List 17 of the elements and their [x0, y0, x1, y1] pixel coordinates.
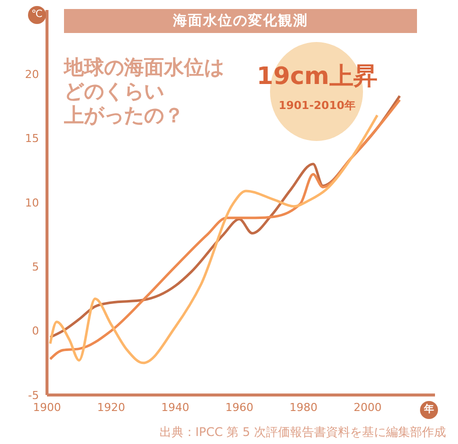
y-tick-label: -5 [28, 388, 39, 402]
x-tick-label: 1980 [290, 400, 318, 414]
x-tick-label: 1920 [97, 400, 126, 414]
y-tick-label: 10 [25, 196, 39, 210]
y-tick-label: 5 [32, 260, 39, 274]
x-tick-label: 1940 [161, 400, 190, 414]
x-tick-label: 2000 [354, 400, 382, 414]
y-tick-label: 15 [25, 132, 39, 146]
annotation: 1901-2010年 [278, 98, 356, 113]
x-axis-title: 年 [420, 401, 438, 419]
x-tick-label: 1960 [225, 400, 254, 414]
x-tick-label: 1900 [33, 400, 61, 414]
y-tick-label: 0 [32, 324, 39, 338]
annotation: 地球の海面水位はどのくらい上がったの？ [64, 55, 224, 127]
y-tick-label: 20 [25, 68, 39, 82]
source-note: 出典：IPCC 第 5 次評価報告書資料を基に編集部作成 [159, 424, 446, 441]
y-axis-title: ℃ [28, 6, 46, 24]
